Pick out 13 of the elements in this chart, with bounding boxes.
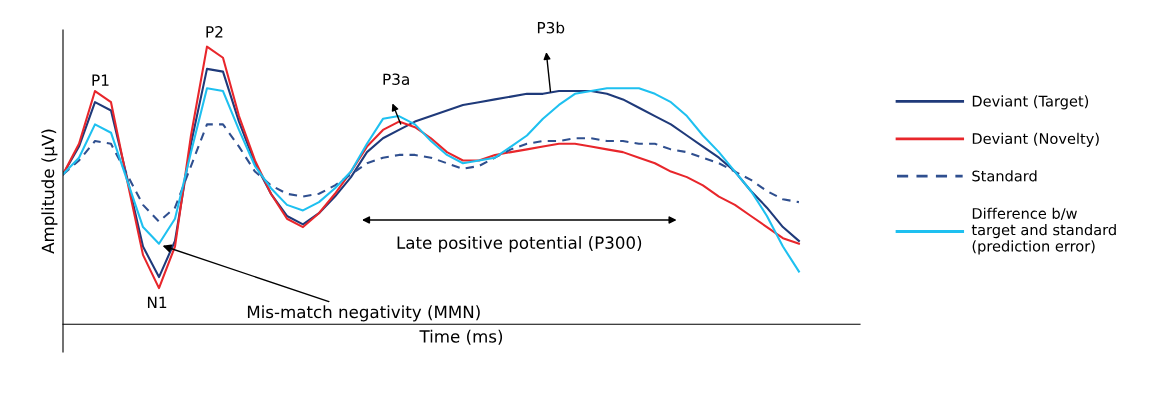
annotation: P3a: [383, 73, 409, 85]
annotation: Late positive potential (P300): [397, 236, 642, 253]
legend-label: Difference b/w target and standard (prediction error): [971, 207, 1116, 255]
x-axis-title: Time (ms): [419, 329, 503, 345]
annotation: Mis-match negativity (MMN): [247, 305, 480, 322]
text: P2: [206, 26, 223, 38]
annotation: N1: [147, 296, 167, 308]
legend-label: Deviant (Novelty): [972, 132, 1099, 147]
legend-label: Deviant (Target): [972, 95, 1089, 110]
annotation: P1: [92, 74, 109, 86]
text: P3b: [537, 21, 565, 34]
y-axis-title: Amplitude (µV): [41, 129, 58, 254]
legend-label: Standard: [972, 170, 1037, 182]
